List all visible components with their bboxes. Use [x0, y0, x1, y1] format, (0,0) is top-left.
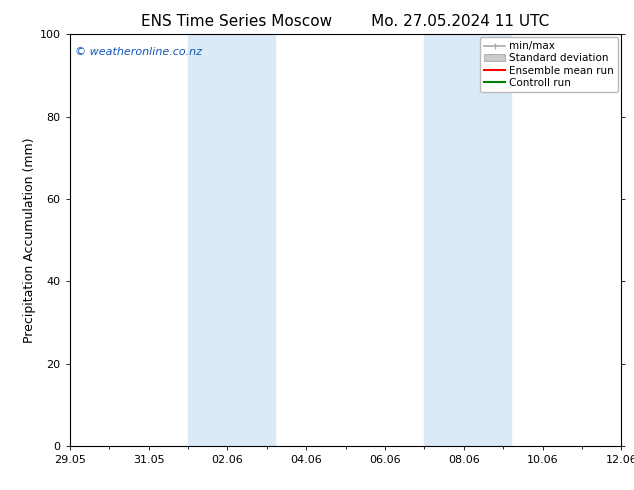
- Legend: min/max, Standard deviation, Ensemble mean run, Controll run: min/max, Standard deviation, Ensemble me…: [480, 37, 618, 92]
- Y-axis label: Precipitation Accumulation (mm): Precipitation Accumulation (mm): [23, 137, 36, 343]
- Title: ENS Time Series Moscow        Mo. 27.05.2024 11 UTC: ENS Time Series Moscow Mo. 27.05.2024 11…: [141, 14, 550, 29]
- Bar: [188, 34, 275, 446]
- Bar: [424, 34, 511, 446]
- Text: © weatheronline.co.nz: © weatheronline.co.nz: [75, 47, 202, 57]
